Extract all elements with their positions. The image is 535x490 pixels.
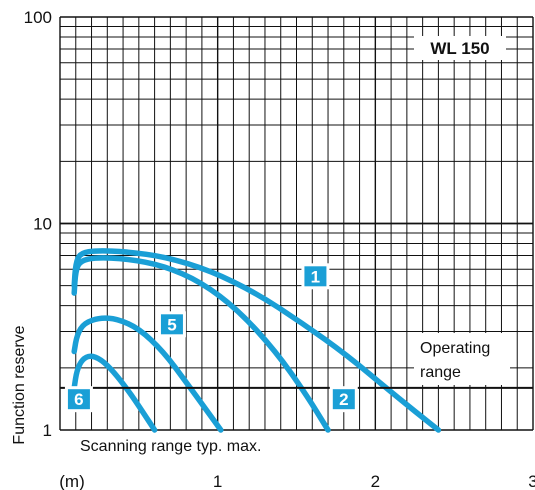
operating-range-label-line2: range: [420, 364, 461, 381]
x-tick-label: 3: [528, 472, 535, 490]
badge-label: 5: [167, 315, 176, 334]
operating-range-label-box: [414, 333, 510, 385]
curves: [71, 248, 442, 433]
badge-6: 6: [64, 386, 93, 413]
x-tick-label: 2: [371, 472, 380, 490]
badge-box: [67, 389, 90, 410]
badge-label: 6: [74, 390, 83, 409]
badge-2: 2: [329, 386, 358, 413]
chart-title: WL 150: [430, 39, 489, 58]
badge-label: 1: [311, 267, 320, 286]
tick-labels: 1 2 3 1 10 100: [24, 8, 535, 490]
badge-5: 5: [157, 311, 186, 338]
curve-5: [71, 315, 224, 433]
annotation-box: [74, 433, 306, 455]
curve-6: [71, 353, 158, 433]
curve-2: [71, 255, 331, 433]
x-tick-label: 1: [213, 472, 222, 490]
scanning-range-annotation: Scanning range typ. max.: [80, 438, 261, 455]
y-tick-label: 10: [33, 215, 52, 234]
badge-box: [304, 266, 327, 287]
badge-1: 1: [301, 263, 330, 290]
title-box: [414, 36, 506, 60]
grid: [59, 16, 534, 431]
badge-label: 2: [339, 390, 348, 409]
badge-box: [332, 389, 355, 410]
y-tick-label: 1: [43, 421, 52, 440]
badge-box: [160, 314, 183, 335]
y-axis-label: Function reserve: [11, 325, 28, 444]
x-axis-unit-label: (m): [59, 472, 84, 490]
y-tick-label: 100: [24, 8, 52, 27]
operating-range-label-line1: Operating: [420, 340, 490, 357]
curve-1: [71, 248, 442, 433]
